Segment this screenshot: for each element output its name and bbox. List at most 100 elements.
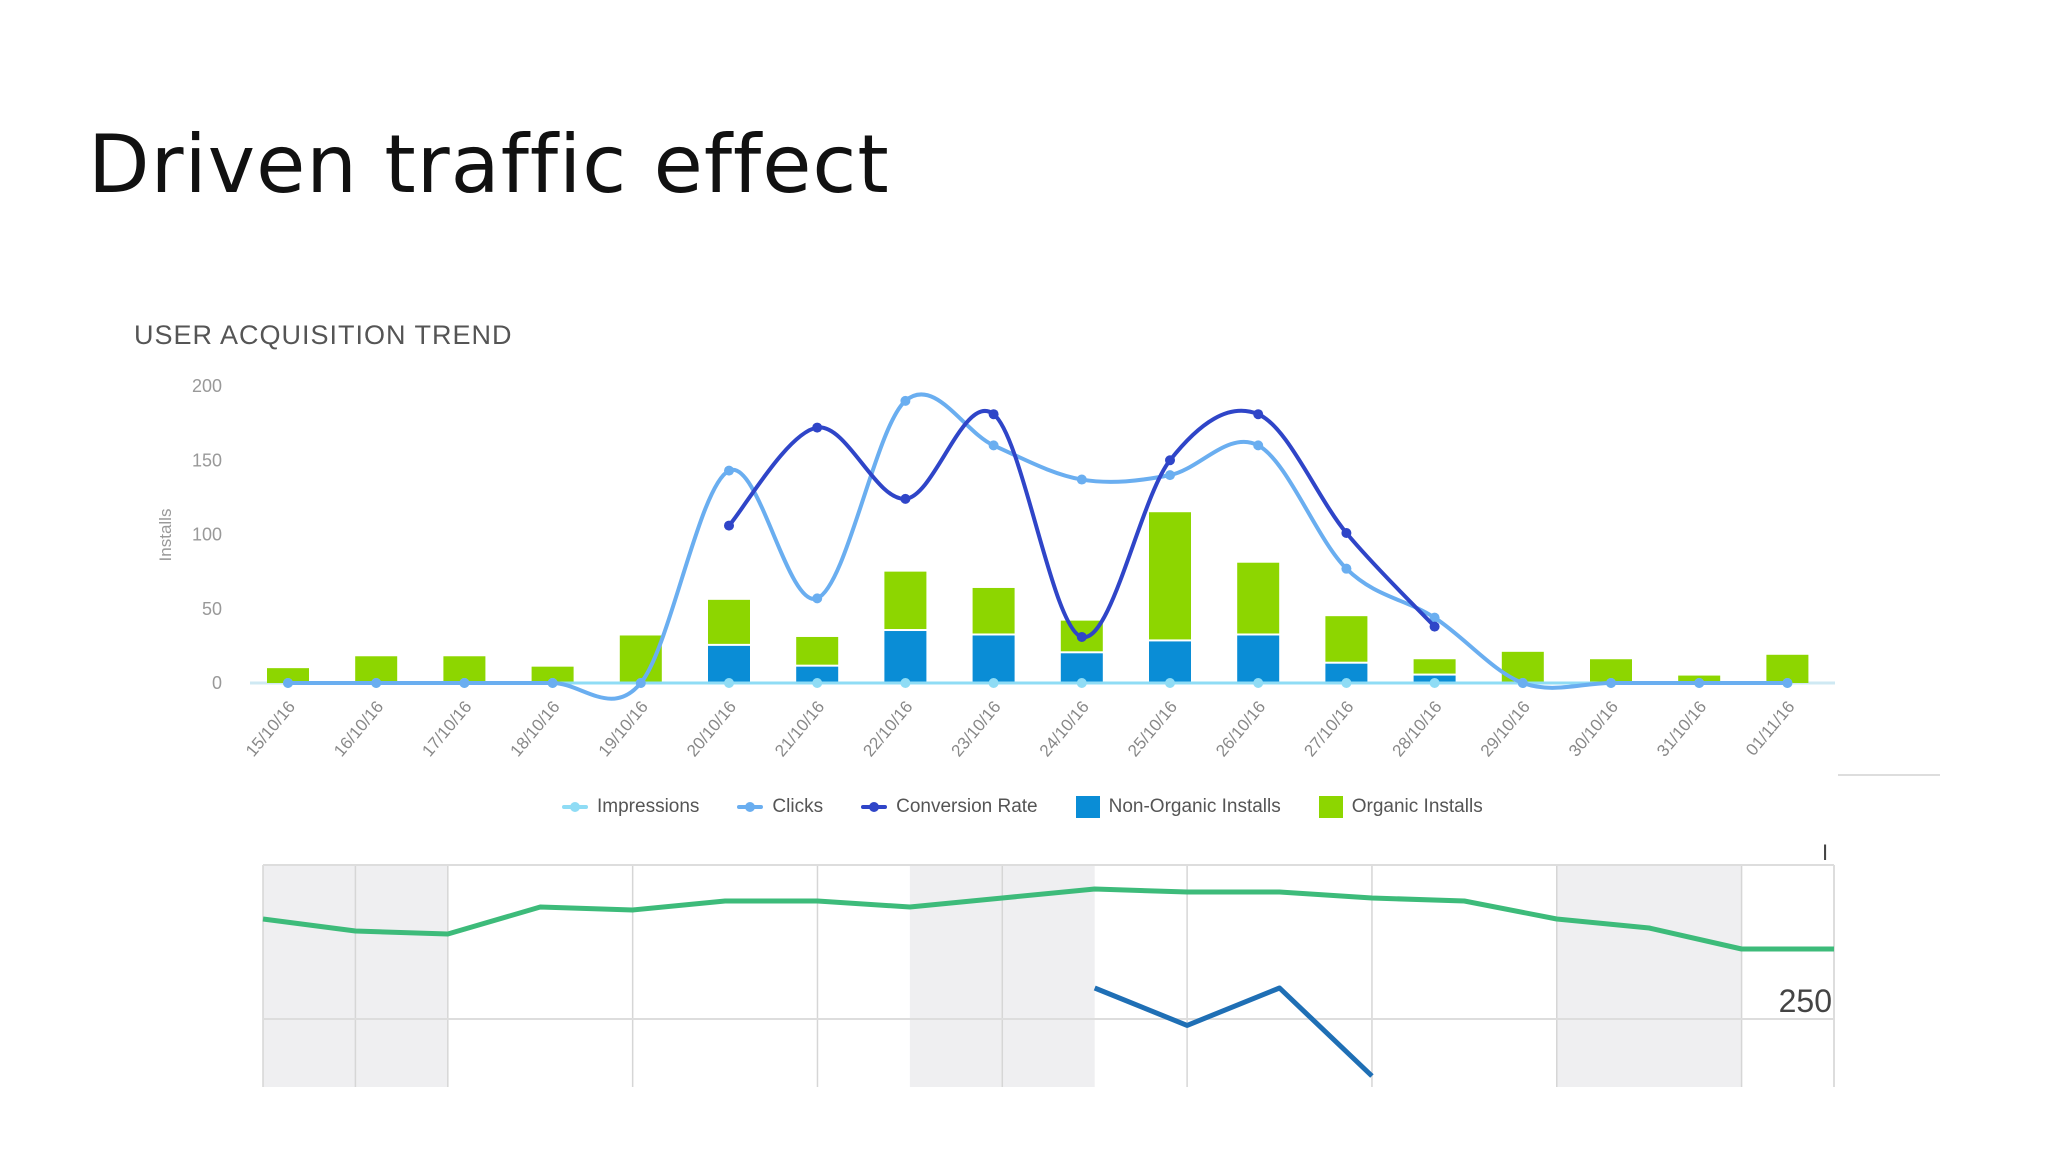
data-point[interactable] — [724, 678, 734, 688]
acquisition-chart: 0 50 100 150 200 Installs 15/10/16 16/10/16 17/1… — [156, 376, 1940, 776]
legend-label: Impressions — [597, 796, 700, 817]
x-tick-label: 21/10/16 — [771, 697, 828, 760]
weekend-band — [1556, 865, 1742, 1087]
chart-legend: Impressions Clicks Conversion Rate Non-O… — [562, 796, 1483, 818]
x-tick-label: 16/10/16 — [330, 697, 387, 760]
bar-non-organic[interactable] — [1237, 635, 1280, 683]
bar-organic[interactable] — [1413, 659, 1456, 674]
legend-label: Organic Installs — [1351, 796, 1483, 817]
data-point[interactable] — [812, 422, 823, 433]
x-tick-label: 26/10/16 — [1212, 697, 1269, 760]
x-tick-label: 27/10/16 — [1300, 697, 1357, 760]
green-series — [262, 886, 1834, 952]
data-point[interactable] — [900, 493, 911, 504]
y-tick-label: 250 — [1779, 983, 1832, 1019]
data-point[interactable] — [1429, 621, 1440, 632]
line-conversion-rate[interactable] — [727, 408, 1437, 639]
line-marker-icon — [562, 802, 588, 812]
x-tick-label: 30/10/16 — [1565, 697, 1622, 760]
data-point[interactable] — [635, 678, 646, 688]
data-point[interactable] — [812, 678, 823, 688]
line-clicks[interactable] — [287, 392, 1788, 701]
data-point[interactable] — [1253, 440, 1264, 451]
square-marker-icon — [1318, 796, 1343, 818]
bar-organic[interactable] — [1149, 512, 1191, 640]
data-point[interactable] — [1253, 678, 1264, 688]
y-tick-label: 50 — [202, 599, 222, 619]
data-point[interactable] — [1076, 474, 1087, 485]
bar-organic[interactable] — [1325, 616, 1368, 662]
bar-non-organic[interactable] — [796, 666, 839, 683]
bar-non-organic[interactable] — [1325, 663, 1368, 683]
data-point[interactable] — [1782, 678, 1793, 688]
data-point[interactable] — [988, 409, 999, 420]
data-point[interactable] — [812, 593, 823, 604]
x-tick-label: 22/10/16 — [859, 697, 916, 760]
bar-non-organic[interactable] — [884, 631, 927, 683]
bar-organic[interactable] — [267, 668, 309, 683]
data-point[interactable] — [1253, 409, 1264, 420]
legend-label: Non-Organic Installs — [1108, 796, 1281, 817]
data-point[interactable] — [900, 395, 911, 406]
bar-organic[interactable] — [972, 587, 1015, 634]
x-tick-label: 15/10/16 — [242, 697, 299, 760]
bar-organic[interactable] — [1590, 659, 1632, 683]
bar-organic[interactable] — [1237, 562, 1280, 634]
x-tick-label: 17/10/16 — [418, 697, 475, 760]
legend-item-conversion-rate[interactable]: Conversion Rate — [861, 796, 1038, 818]
bar-non-organic[interactable] — [1149, 641, 1191, 683]
data-point[interactable] — [1517, 678, 1528, 688]
data-point[interactable] — [1429, 612, 1440, 623]
bar-non-organic[interactable] — [972, 635, 1015, 683]
data-point[interactable] — [1165, 678, 1175, 688]
x-tick-label: 24/10/16 — [1036, 697, 1093, 760]
data-point[interactable] — [547, 678, 558, 688]
legend-item-non-organic-installs[interactable]: Non-Organic Installs — [1075, 796, 1281, 818]
line-marker-icon — [861, 802, 888, 812]
bar-organic[interactable] — [531, 666, 574, 683]
blue-series — [1093, 985, 1374, 1078]
data-point[interactable] — [1694, 678, 1705, 688]
x-tick-label: 28/10/16 — [1389, 697, 1446, 760]
legend-label: Clicks — [772, 796, 824, 817]
data-point[interactable] — [1165, 455, 1175, 466]
data-point[interactable] — [371, 678, 382, 688]
data-point[interactable] — [459, 678, 470, 688]
square-marker-icon — [1075, 796, 1100, 818]
data-point[interactable] — [1341, 678, 1352, 688]
cursor-marker: I — [1822, 840, 1828, 865]
x-tick-label: 19/10/16 — [595, 697, 652, 760]
y-tick-label: 150 — [192, 450, 222, 470]
y-tick-label: 200 — [192, 376, 222, 396]
data-point[interactable] — [1429, 678, 1440, 688]
y-tick-label: 0 — [212, 673, 222, 693]
data-point[interactable] — [724, 520, 734, 531]
y-axis-label: Installs — [156, 509, 175, 562]
chart-title: USER ACQUISITION TREND — [134, 320, 513, 350]
x-tick-label: 31/10/16 — [1653, 697, 1710, 760]
data-point[interactable] — [988, 678, 999, 688]
legend-item-organic-installs[interactable]: Organic Installs — [1318, 796, 1483, 818]
legend-item-clicks[interactable]: Clicks — [737, 796, 823, 818]
data-point[interactable] — [900, 678, 911, 688]
bar-organic[interactable] — [708, 599, 750, 644]
data-point[interactable] — [1076, 678, 1087, 688]
x-tick-label: 20/10/16 — [683, 697, 740, 760]
data-point[interactable] — [724, 465, 734, 476]
bar-non-organic[interactable] — [708, 645, 750, 683]
data-point[interactable] — [1076, 631, 1087, 642]
data-point[interactable] — [1341, 563, 1352, 574]
x-tick-label: 29/10/16 — [1477, 697, 1534, 760]
bar-organic[interactable] — [796, 636, 839, 665]
data-point[interactable] — [1341, 528, 1352, 539]
weekend-band — [263, 865, 448, 1087]
legend-item-impressions[interactable]: Impressions — [562, 796, 699, 818]
data-point[interactable] — [1606, 678, 1616, 688]
data-point[interactable] — [283, 678, 293, 688]
bar-organic[interactable] — [884, 571, 927, 630]
data-point[interactable] — [988, 440, 999, 451]
data-point[interactable] — [1165, 470, 1175, 481]
x-tick-label: 25/10/16 — [1124, 697, 1181, 760]
line-marker-icon — [737, 802, 764, 812]
x-tick-label: 01/11/16 — [1742, 697, 1798, 759]
